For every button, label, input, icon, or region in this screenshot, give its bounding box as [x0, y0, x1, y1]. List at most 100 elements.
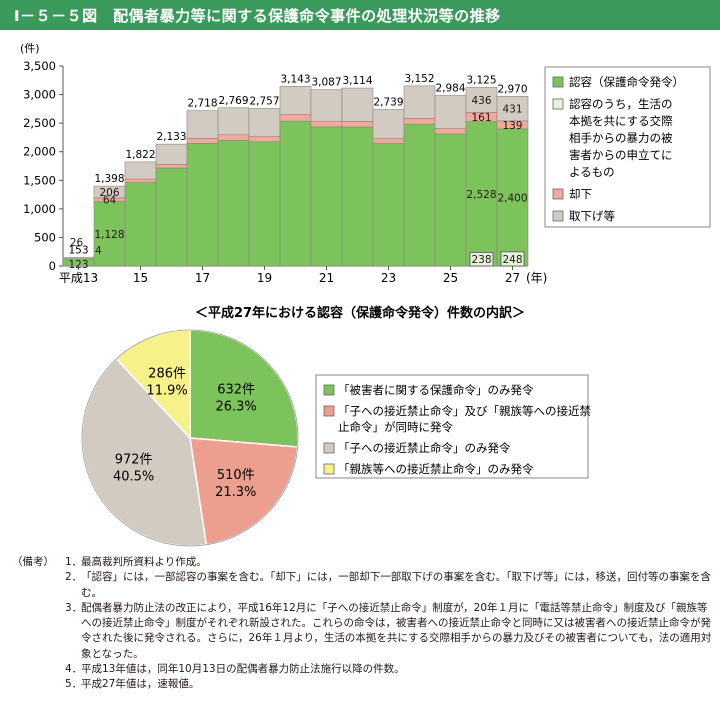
note-text: 最高裁判所資料より作成。: [81, 556, 207, 568]
bar-segment: [186, 138, 219, 144]
bar-segment: [217, 107, 250, 136]
note-number: 4．: [65, 663, 83, 676]
bar-segment: [310, 89, 343, 122]
bar-total-label: 1,398: [94, 173, 124, 185]
pie-percent-label: 40.5%: [113, 469, 154, 484]
pie-count-label: 286件: [148, 367, 186, 382]
note-text: 平成13年値は，同年10月13日の配偶者暴力防止法施行以降の件数。: [81, 663, 405, 676]
bar-segment: [279, 120, 312, 267]
x-tick-label: 平成13: [59, 271, 98, 285]
bar-segment: [124, 178, 157, 183]
bar-total-label: 2,739: [373, 96, 403, 108]
note-row: 5． 平成27年値は，速報値。: [12, 677, 712, 692]
figure-title-bar: Ⅰ－５－５図 配偶者暴力等に関する保護命令事件の処理状況等の推移: [0, 0, 720, 30]
bar-segment: [341, 121, 374, 128]
bar-segment: [217, 140, 250, 267]
bar-data-label: 26: [70, 237, 84, 249]
bar-segment: [496, 95, 529, 122]
bar-total-label: 3,114: [342, 75, 372, 87]
note-text: 「認容」には，一部認容の事案を含む。「却下」には，一部却下一部取下げの事案を含む…: [81, 571, 711, 599]
bar-data-label: 436: [471, 95, 491, 107]
pie-outline: [81, 329, 299, 547]
bar-segment: [248, 108, 281, 137]
bar-segment: [155, 167, 188, 267]
bar-segment: [465, 121, 498, 267]
bar-segment: [310, 120, 343, 128]
bar-total-label: 2,769: [218, 95, 248, 107]
bar-segment: [403, 85, 436, 119]
legend-swatch: [552, 210, 564, 222]
bar-segment: [372, 109, 405, 139]
note-row: （備考） 1． 最高裁判所資料より作成。: [12, 555, 712, 570]
bar-data-label: 206: [99, 187, 119, 199]
note-row: 2． 「認容」には，一部認容の事案を含む。「却下」には，一部却下一部取下げの事案…: [12, 570, 712, 601]
y-tick-label: 2,500: [23, 116, 56, 130]
bar-segment: [310, 126, 343, 267]
legend-swatch: [552, 76, 564, 88]
bar-total-label: 3,125: [466, 74, 496, 86]
y-tick-label: 500: [34, 230, 56, 244]
bar-total-label: 3,152: [404, 73, 434, 85]
bar-total-label: 1,822: [125, 149, 155, 161]
bar-segment: [186, 110, 219, 139]
bar-total-label: 2,970: [497, 83, 527, 95]
bar-data-label: 139: [502, 120, 522, 132]
bar-segment: [279, 114, 312, 122]
bar-segment: [155, 143, 188, 165]
x-tick-label: 21: [319, 271, 334, 285]
bar-segment: [124, 161, 157, 180]
bar-segment: [403, 123, 436, 267]
bar-total-label: 2,757: [249, 95, 279, 107]
bar-segment: [124, 182, 157, 267]
x-axis-unit: (年): [526, 271, 547, 285]
bar-data-label: 2,400: [497, 192, 527, 204]
note-number: 2．: [65, 571, 83, 584]
bar-data-label: 123: [68, 259, 88, 271]
pie-title: ＜平成27年における認容（保護命令発令）件数の内訳＞: [195, 305, 525, 321]
bar-subset-segment: [469, 251, 494, 267]
pie-chart: ＜平成27年における認容（保護命令発令）件数の内訳＞ 632件 26.3% 510件 2…: [81, 305, 591, 547]
bar-data-label: 4: [95, 245, 102, 257]
bar-segment: [434, 128, 467, 135]
bar-total-label: 3,087: [311, 77, 341, 89]
bar-segment: [341, 87, 374, 122]
bar-segment: [434, 95, 467, 129]
bar-total-label: 2,133: [156, 131, 186, 143]
legend-label: 認容のうち，生活の本拠を共にする交際相手からの暴力の被害者からの申立てによるもの: [569, 97, 673, 179]
stacked-bar-chart: (件)3,5003,0002,5002,0001,5001,0005000153…: [20, 42, 711, 285]
x-tick-label: 25: [443, 271, 458, 285]
bar-data-label: 238: [471, 254, 491, 266]
bar-segment: [186, 143, 219, 267]
x-tick-label: 15: [133, 271, 148, 285]
pie-legend-swatch: [323, 384, 335, 396]
pie-count-label: 632件: [217, 383, 255, 398]
bar-segment: [403, 118, 436, 125]
legend-swatch: [552, 188, 564, 200]
bar-segment: [279, 86, 312, 115]
pie-legend-box: [315, 374, 589, 479]
y-tick-label: 3,500: [23, 59, 56, 73]
y-tick-label: 0: [49, 259, 56, 273]
bar-segment: [217, 134, 250, 141]
x-tick-label: 17: [195, 271, 210, 285]
bar-data-label: 161: [471, 112, 491, 124]
pie-legend-swatch: [323, 463, 335, 475]
legend-label: 取下げ等: [569, 209, 615, 223]
pie-legend-label: 「被害者に関する保護命令」のみ発令: [338, 383, 534, 397]
bar-segment: [341, 126, 374, 267]
pie-legend-swatch: [323, 405, 335, 417]
legend-label: 却下: [569, 187, 592, 201]
x-tick-label: 23: [381, 271, 396, 285]
pie-percent-label: 26.3%: [215, 400, 256, 415]
x-tick-label: 27: [505, 271, 520, 285]
bar-total-label: 2,984: [435, 82, 465, 94]
bar-segment: [248, 136, 281, 143]
pie-legend-label: 「子への接近禁止命令」のみ発令: [338, 441, 511, 455]
note-row: 3． 配偶者暴力防止法の改正により，平成16年12月に「子への接近禁止命令」制度…: [12, 601, 712, 662]
bar-segment: [496, 128, 529, 267]
bar-segment: [248, 141, 281, 267]
y-tick-label: 1,000: [23, 202, 56, 216]
legend-box: [544, 66, 711, 228]
legend-swatch: [552, 98, 564, 110]
pie-legend-label: 「親族等への接近禁止命令」のみ発令: [338, 462, 534, 476]
